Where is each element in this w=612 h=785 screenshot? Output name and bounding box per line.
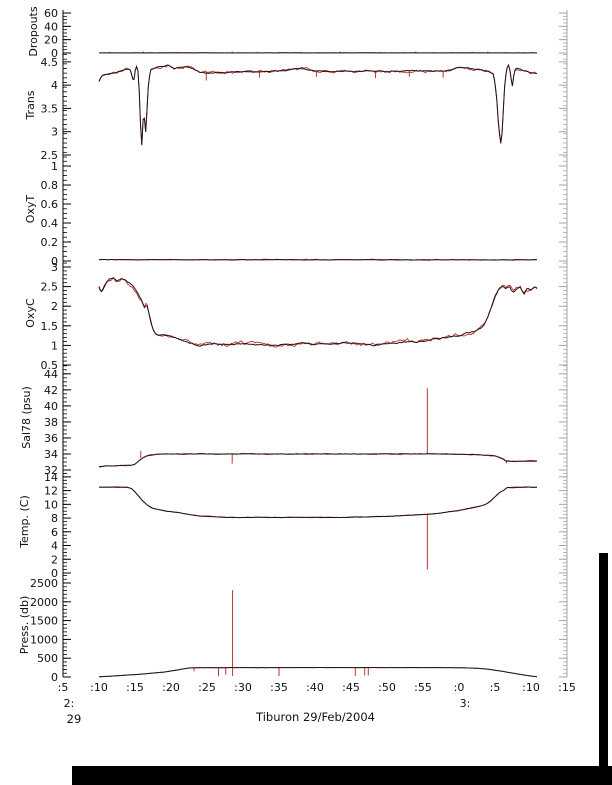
oxyc-raw-trace: [98, 277, 538, 348]
sal78-tick-label: 42: [44, 384, 58, 397]
press-axis-title: Press. (db): [18, 596, 31, 655]
x-tick-label: :10: [522, 681, 540, 694]
x-tick-label: :25: [198, 681, 216, 694]
temp-tick-label: 0: [51, 567, 58, 580]
press-tick-label: 500: [37, 652, 58, 665]
trans-tick-label: 4.5: [41, 56, 59, 69]
x-tick-label: :15: [558, 681, 576, 694]
sal78-tick-label: 40: [44, 400, 58, 413]
x-tick-label: :30: [234, 681, 252, 694]
press-tick-label: 2000: [30, 596, 58, 609]
x-tick-label: :20: [162, 681, 180, 694]
sal78-tick-label: 36: [44, 432, 58, 445]
sal78-raw-trace: [98, 452, 538, 468]
oxyc-tick-label: 1.5: [41, 320, 59, 333]
x-tick-label: :10: [90, 681, 108, 694]
dropouts-axis-title: Dropouts: [27, 6, 40, 56]
trans-axis-title: Trans: [24, 90, 37, 120]
x-hour-label: 2:: [64, 697, 75, 710]
sal78-tick-label: 38: [44, 416, 58, 429]
press-tick-label: 1500: [30, 615, 58, 628]
oxyc-tick-label: 2: [51, 300, 58, 313]
temp-tick-label: 2: [51, 553, 58, 566]
temp-raw-trace: [98, 486, 538, 519]
day-of-month-label: 29: [66, 712, 82, 726]
trans-tick-label: 3: [51, 126, 58, 139]
oxyt-processed-trace: [98, 258, 538, 261]
oxyc-tick-label: 0.5: [41, 359, 59, 372]
sal78-tick-label: 44: [44, 368, 58, 381]
x-hour-label: 3:: [460, 697, 471, 710]
x-tick-label: :5: [58, 681, 69, 694]
temp-axis-title: Temp. (C): [18, 495, 31, 549]
figure-title: Tiburon 29/Feb/2004: [256, 710, 375, 724]
press-tick-label: 2500: [30, 577, 58, 590]
x-tick-label: :55: [414, 681, 432, 694]
right-edge-black-mask: [599, 553, 608, 785]
oxyt-tick-label: 0.2: [41, 236, 59, 249]
oxyt-axis-title: OxyT: [24, 195, 37, 224]
dropouts-tick-label: 20: [44, 34, 58, 47]
x-tick-label: :40: [306, 681, 324, 694]
oxyt-tick-label: 0: [51, 255, 58, 268]
temp-tick-label: 10: [44, 498, 58, 511]
trans-processed-trace: [98, 63, 538, 146]
x-tick-label: :45: [342, 681, 360, 694]
press-tick-label: 1000: [30, 633, 58, 646]
oxyc-axis-title: OxyC: [24, 298, 37, 328]
trans-tick-label: 4: [51, 79, 58, 92]
sal78-tick-label: 32: [44, 464, 58, 477]
press-tick-label: 0: [51, 671, 58, 684]
oxyc-tick-label: 3: [51, 261, 58, 274]
temp-tick-label: 14: [44, 471, 58, 484]
oxyt-tick-label: 0.6: [41, 198, 59, 211]
oxyc-tick-label: 2.5: [41, 281, 59, 294]
press-processed-trace: [99, 666, 538, 678]
oxyt-tick-label: 0.4: [41, 217, 59, 230]
dropouts-tick-label: 60: [44, 7, 58, 20]
x-tick-label: :15: [126, 681, 144, 694]
bottom-black-bar: [72, 766, 612, 785]
oxyt-tick-label: 1: [51, 160, 58, 173]
trans-raw-trace: [98, 63, 538, 145]
oxyc-tick-label: 1: [51, 339, 58, 352]
oxyc-processed-trace: [98, 277, 538, 347]
temp-tick-label: 4: [51, 540, 58, 553]
sal78-processed-trace: [98, 453, 538, 468]
temp-tick-label: 12: [44, 485, 58, 498]
sal78-axis-title: Sal78 (psu): [20, 386, 33, 449]
temp-tick-label: 6: [51, 526, 58, 539]
x-tick-label: :35: [270, 681, 288, 694]
sal78-tick-label: 34: [44, 448, 58, 461]
trans-tick-label: 3.5: [41, 102, 59, 115]
dropouts-tick-label: 40: [44, 20, 58, 33]
x-tick-label: :0: [454, 681, 465, 694]
temp-processed-trace: [99, 486, 538, 519]
trans-tick-label: 2.5: [41, 149, 59, 162]
temp-tick-label: 8: [51, 512, 58, 525]
dropouts-tick-label: 0: [51, 47, 58, 60]
x-tick-label: :5: [490, 681, 501, 694]
oxyt-tick-label: 0.8: [41, 179, 59, 192]
x-tick-label: :50: [378, 681, 396, 694]
